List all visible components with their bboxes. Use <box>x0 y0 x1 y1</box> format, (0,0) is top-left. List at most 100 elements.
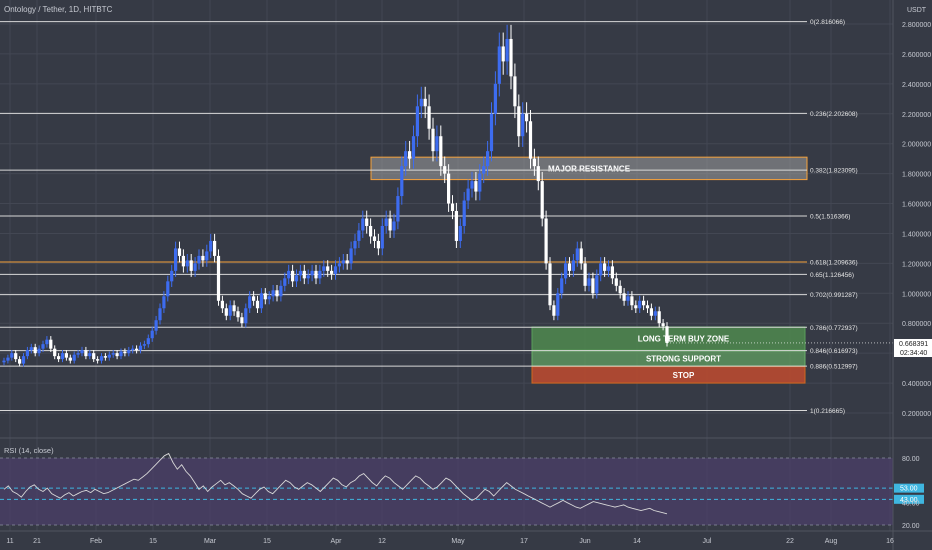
candle-body <box>513 76 517 107</box>
candle-body <box>92 353 96 360</box>
candle-body <box>517 106 521 137</box>
candle-body <box>107 354 111 358</box>
price-tick-label: 0.400000 <box>902 381 931 388</box>
candle-body <box>37 348 41 354</box>
candle-body <box>72 354 76 361</box>
candle-body <box>302 270 306 279</box>
zone-stop <box>531 366 806 384</box>
zone-label-stop: STOP <box>673 371 695 380</box>
rsi-tick-label: 80.00 <box>902 456 920 463</box>
rsi-tick-label: 20.00 <box>902 523 920 530</box>
candle-body <box>174 248 178 271</box>
candle-body <box>45 339 49 345</box>
zone-label-buy: LONG TERM BUY ZONE <box>638 335 730 344</box>
candle-body <box>404 151 408 167</box>
candle-body <box>361 218 365 231</box>
candle-body <box>349 248 353 264</box>
price-tick-label: 2.000000 <box>902 142 931 149</box>
candle-body <box>263 293 267 300</box>
candle-body <box>267 296 271 300</box>
candle-body <box>232 305 236 312</box>
candles-layer <box>2 24 893 367</box>
candle-body <box>376 240 380 249</box>
candle-body <box>606 266 611 271</box>
candle-body <box>427 106 431 129</box>
candle-body <box>170 270 174 282</box>
price-axis[interactable]: 2.800000 2.600000 2.400000 2.200000 2.000000… <box>902 22 931 530</box>
candle-body <box>205 251 209 261</box>
last-price-text: 0.668391 <box>899 341 928 348</box>
candle-body <box>49 339 53 349</box>
candle-body <box>283 278 287 286</box>
time-axis[interactable]: 11 21 Feb 15 Mar 15 Apr 12 May 17 Jun 14 Jul 22 Aug 16 <box>6 538 894 545</box>
candle-body <box>493 83 497 114</box>
candle-body <box>642 300 646 306</box>
candle-body <box>458 225 462 241</box>
candle-body <box>447 173 451 204</box>
time-tick-label: May <box>451 538 465 545</box>
rsi-level-badge <box>894 483 924 493</box>
time-tick-label: Jul <box>703 538 712 545</box>
candle-body <box>115 353 119 357</box>
price-tick-label: 1.200000 <box>902 261 931 268</box>
candle-body <box>291 270 295 282</box>
candle-body <box>521 113 525 137</box>
candle-body <box>201 255 205 261</box>
price-tick-label: 2.400000 <box>902 82 931 89</box>
candle-body <box>408 151 412 159</box>
time-tick-label: Jun <box>579 538 590 545</box>
fib-label: 0.618(1.209636) <box>810 259 858 266</box>
candle-body <box>614 278 618 286</box>
candle-body <box>123 351 127 354</box>
candle-body <box>314 270 318 279</box>
candle-body <box>626 296 630 301</box>
candle-body <box>571 260 575 271</box>
candle-body <box>138 345 143 351</box>
chart-title: Ontology / Tether, 1D, HITBTC <box>4 5 113 14</box>
candle-body <box>127 350 131 354</box>
candle-body <box>216 255 221 301</box>
candle-body <box>88 353 92 357</box>
candle-body <box>111 353 115 355</box>
candle-body <box>294 275 299 282</box>
candle-body <box>536 166 540 182</box>
candle-body <box>525 113 529 122</box>
candle-body <box>587 278 591 286</box>
candle-body <box>287 270 291 279</box>
candle-body <box>353 240 357 249</box>
candle-body <box>80 350 84 354</box>
candle-body <box>486 151 490 167</box>
rsi-level-text: 43.00 <box>900 497 918 504</box>
candle-body <box>131 348 135 351</box>
candle-body <box>540 181 544 219</box>
candle-body <box>649 308 653 316</box>
candle-body <box>583 263 587 286</box>
candle-body <box>310 270 314 276</box>
candle-body <box>193 263 197 271</box>
candle-body <box>532 158 536 167</box>
candle-body <box>411 136 416 159</box>
time-tick-label: 22 <box>786 538 794 545</box>
candle-body <box>119 351 123 357</box>
candle-body <box>365 218 369 226</box>
candle-body <box>189 260 193 271</box>
price-tick-label: 2.600000 <box>902 52 931 59</box>
candle-body <box>345 260 349 264</box>
candle-body <box>25 350 29 357</box>
rsi-line <box>3 452 668 515</box>
candle-body <box>450 203 455 212</box>
candle-body <box>279 285 283 297</box>
time-tick-label: Feb <box>90 538 102 545</box>
candle-body <box>610 266 614 279</box>
candle-body <box>466 188 470 201</box>
candle-body <box>14 353 18 360</box>
candle-body <box>333 266 338 274</box>
candle-body <box>564 263 568 279</box>
candle-body <box>653 311 657 316</box>
price-tick-label: 0.200000 <box>902 411 931 418</box>
candle-body <box>224 308 228 316</box>
time-tick-label: Apr <box>331 538 343 545</box>
candle-body <box>369 225 373 237</box>
candle-body <box>142 344 146 346</box>
time-tick-label: Aug <box>825 538 838 545</box>
